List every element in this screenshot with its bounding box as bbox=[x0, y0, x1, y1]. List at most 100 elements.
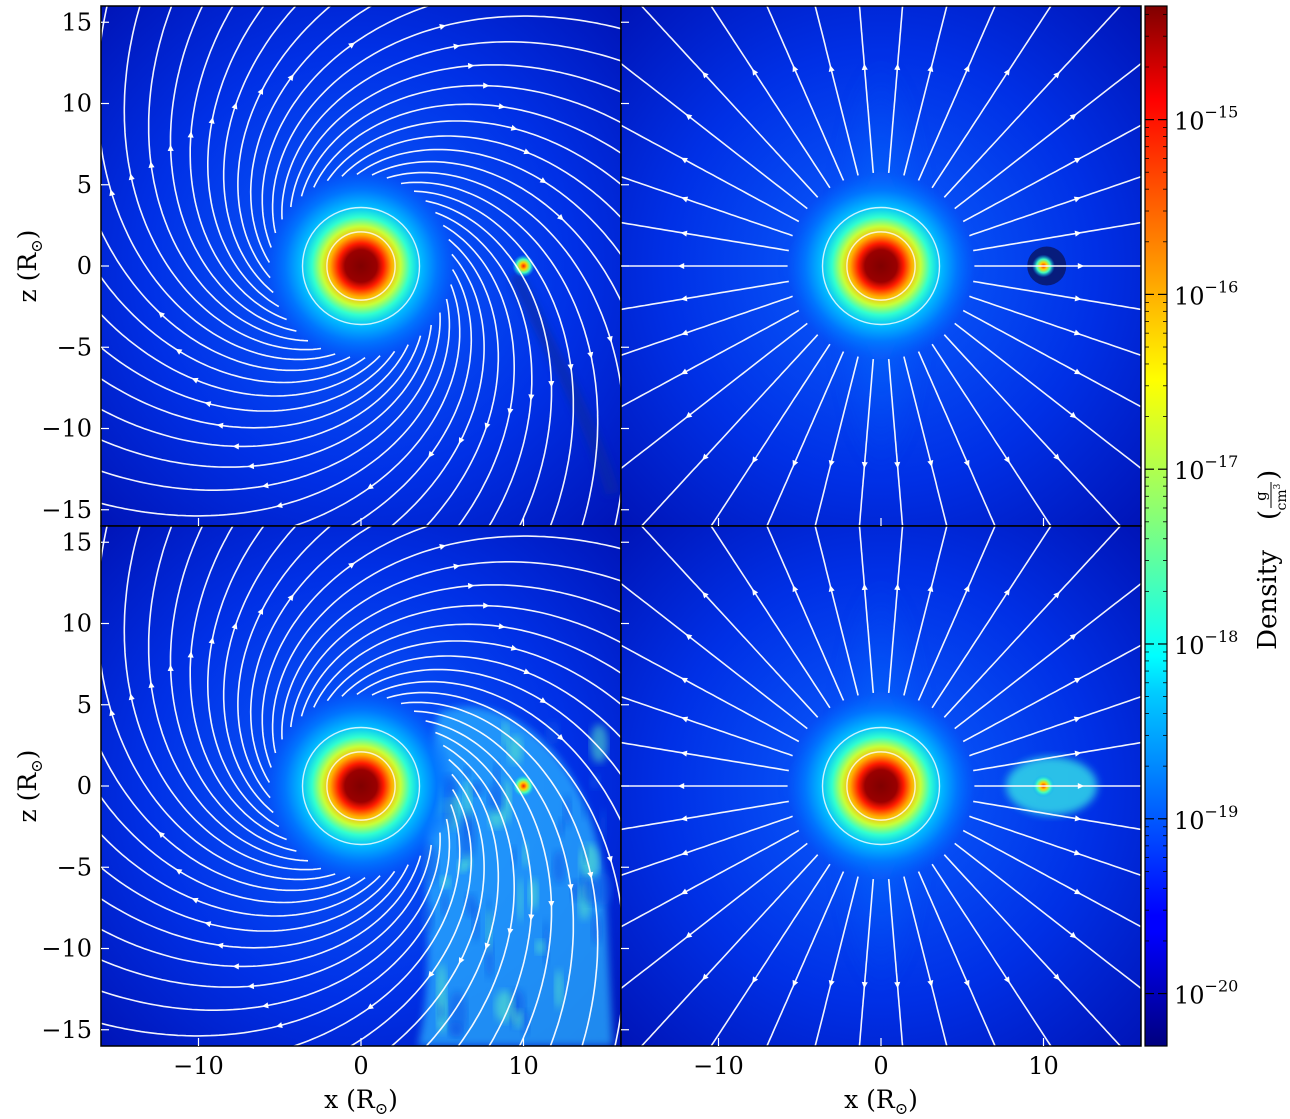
streamline-arrow bbox=[216, 942, 224, 949]
primary-star bbox=[786, 691, 976, 881]
streamline-arrow bbox=[685, 411, 693, 419]
streamline-arrow bbox=[231, 622, 238, 630]
streamline-arrow bbox=[963, 979, 970, 987]
streamline bbox=[954, 842, 1141, 990]
streamline bbox=[413, 710, 575, 1046]
streamline bbox=[169, 526, 297, 852]
wake-turbulence bbox=[494, 990, 515, 1023]
streamline bbox=[101, 833, 381, 917]
streamline-arrow bbox=[702, 453, 709, 461]
streamline bbox=[621, 62, 808, 210]
x-tick-label: 10 bbox=[508, 1052, 539, 1080]
streamline bbox=[313, 623, 621, 708]
streamline-arrow bbox=[1053, 453, 1060, 461]
streamline-arrow bbox=[685, 113, 693, 121]
streamline-arrow bbox=[681, 849, 689, 856]
streamline-arrow bbox=[681, 329, 689, 336]
streamline-arrow bbox=[606, 335, 613, 343]
streamline bbox=[858, 879, 875, 1046]
streamline bbox=[621, 741, 789, 772]
streamline-arrow bbox=[1069, 113, 1077, 121]
streamline-arrow bbox=[1053, 973, 1060, 981]
streamline bbox=[435, 211, 533, 526]
streamline-arrow bbox=[366, 483, 374, 490]
streamline-arrow bbox=[204, 401, 212, 408]
wake-turbulence bbox=[589, 774, 601, 790]
streamline-arrow bbox=[680, 368, 688, 375]
streamline-arrow bbox=[528, 394, 535, 401]
streamline-arrow bbox=[428, 970, 435, 978]
primary-star bbox=[786, 171, 976, 361]
streamline-arrow bbox=[467, 582, 475, 590]
streamline-arrow bbox=[548, 901, 555, 908]
streamline bbox=[903, 6, 948, 176]
wake-turbulence bbox=[582, 876, 601, 905]
streamline bbox=[101, 312, 441, 491]
wake-turbulence bbox=[552, 849, 566, 884]
wake-turbulence bbox=[517, 877, 524, 922]
streamline-arrow bbox=[158, 831, 165, 839]
streamline bbox=[931, 863, 1052, 1046]
streamline-arrow bbox=[677, 262, 685, 270]
streamline bbox=[969, 695, 1141, 757]
streamline bbox=[954, 322, 1141, 470]
x-axis-label: x (R⊙) bbox=[324, 1085, 398, 1118]
streamline bbox=[207, 526, 280, 828]
streamline bbox=[101, 864, 409, 949]
colorbar-tick-label: 10−15 bbox=[1174, 103, 1238, 136]
streamline bbox=[858, 359, 875, 526]
streamline bbox=[943, 334, 1122, 526]
streamline-arrow bbox=[1069, 411, 1077, 419]
streamline-arrow bbox=[175, 348, 183, 355]
streamline-arrow bbox=[680, 677, 688, 684]
colorbar-unit-denominator: cm3 bbox=[1273, 483, 1290, 510]
inner-streamline-loop bbox=[326, 751, 396, 821]
streamline bbox=[954, 62, 1141, 210]
streamline bbox=[954, 582, 1141, 730]
streamline bbox=[101, 275, 366, 384]
streamline-arrow bbox=[231, 102, 238, 110]
streamline bbox=[969, 175, 1141, 237]
streamline bbox=[621, 815, 793, 877]
streamline-arrow bbox=[567, 883, 574, 891]
streamline-arrow bbox=[453, 563, 461, 570]
streamline-arrow bbox=[1074, 750, 1082, 757]
panel-top-left bbox=[101, 6, 621, 526]
streamline-arrow bbox=[894, 461, 901, 469]
streamline bbox=[969, 815, 1141, 877]
streamline-arrow bbox=[208, 637, 215, 644]
streamline-arrow bbox=[792, 585, 799, 593]
streamline bbox=[147, 526, 309, 862]
streamline bbox=[356, 668, 621, 777]
streamline-arrow bbox=[680, 888, 688, 895]
streamline bbox=[621, 309, 800, 408]
streamline bbox=[341, 135, 621, 219]
streamline-arrow bbox=[1003, 68, 1010, 76]
streamline-arrow bbox=[894, 583, 901, 591]
streamline bbox=[101, 855, 422, 968]
colorbar-unit-numerator: g bbox=[1252, 491, 1270, 501]
streamline bbox=[858, 526, 875, 693]
streamline bbox=[621, 124, 800, 223]
streamline bbox=[101, 335, 422, 448]
wake-turbulence bbox=[501, 778, 512, 825]
streamline bbox=[710, 343, 831, 526]
streamline-arrow bbox=[498, 103, 506, 110]
streamline bbox=[222, 526, 297, 814]
streamline bbox=[442, 224, 515, 526]
streamline bbox=[621, 295, 793, 357]
streamline bbox=[101, 844, 432, 988]
streamline-arrow bbox=[1053, 71, 1060, 79]
streamline-arrow bbox=[828, 979, 835, 987]
y-tick-label: −10 bbox=[41, 935, 92, 963]
y-tick-label: −10 bbox=[41, 415, 92, 443]
streamline bbox=[356, 148, 621, 257]
y-tick-label: 10 bbox=[61, 90, 92, 118]
streamline bbox=[442, 744, 515, 1046]
x-tick-label: 0 bbox=[873, 1052, 888, 1080]
streamline-arrow bbox=[677, 782, 685, 790]
streamline bbox=[101, 298, 451, 517]
streamline bbox=[814, 356, 859, 526]
panel-bottom-left bbox=[101, 526, 621, 1046]
companion bbox=[512, 774, 535, 798]
